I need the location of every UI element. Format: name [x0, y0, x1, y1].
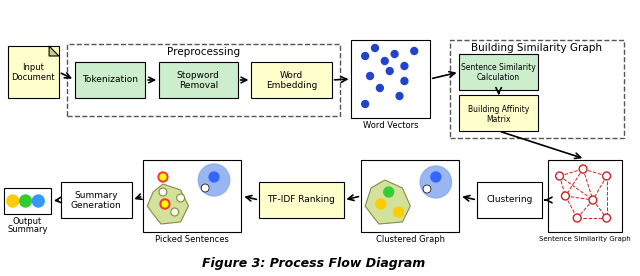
Circle shape	[160, 199, 170, 209]
Text: Document: Document	[12, 73, 55, 83]
Bar	[460, 54, 538, 90]
Circle shape	[7, 195, 19, 207]
Circle shape	[573, 214, 581, 222]
Text: Figure 3: Process Flow Diagram: Figure 3: Process Flow Diagram	[202, 257, 426, 270]
Circle shape	[603, 172, 611, 180]
Polygon shape	[147, 184, 188, 224]
Circle shape	[362, 100, 369, 107]
Text: TF-IDF Ranking: TF-IDF Ranking	[268, 195, 335, 205]
Circle shape	[20, 195, 31, 207]
Bar	[67, 44, 340, 116]
Circle shape	[381, 57, 388, 65]
Text: Building Similarity Graph: Building Similarity Graph	[472, 43, 602, 53]
Circle shape	[420, 166, 452, 198]
Circle shape	[376, 199, 386, 209]
Text: Clustered Graph: Clustered Graph	[376, 235, 445, 245]
Circle shape	[159, 188, 167, 196]
Circle shape	[160, 174, 166, 180]
Circle shape	[362, 52, 369, 60]
Circle shape	[579, 165, 587, 173]
Circle shape	[401, 78, 408, 84]
Text: Clustering: Clustering	[486, 195, 532, 205]
Circle shape	[33, 195, 44, 207]
Polygon shape	[49, 46, 59, 56]
Circle shape	[158, 172, 168, 182]
Circle shape	[367, 73, 374, 79]
Bar	[449, 40, 624, 138]
Circle shape	[209, 172, 219, 182]
Bar	[61, 182, 132, 218]
Circle shape	[372, 44, 378, 52]
Circle shape	[376, 84, 383, 92]
Circle shape	[396, 92, 403, 100]
Circle shape	[411, 47, 418, 54]
Circle shape	[391, 51, 398, 57]
Text: Generation: Generation	[71, 201, 122, 211]
Circle shape	[162, 201, 168, 207]
Text: Output: Output	[13, 216, 42, 225]
Bar	[75, 62, 145, 98]
Text: Embedding: Embedding	[266, 81, 317, 91]
Bar	[159, 62, 237, 98]
Circle shape	[401, 62, 408, 70]
Text: Calculation: Calculation	[477, 73, 520, 83]
Text: Picked Sentences: Picked Sentences	[156, 235, 229, 245]
Text: Word: Word	[280, 71, 303, 81]
Circle shape	[556, 172, 563, 180]
Text: Building Affinity: Building Affinity	[468, 105, 529, 113]
Bar	[361, 160, 460, 232]
Bar	[351, 40, 430, 118]
Bar	[143, 160, 241, 232]
Circle shape	[177, 194, 184, 202]
Circle shape	[387, 68, 393, 75]
Bar	[477, 182, 542, 218]
Circle shape	[561, 192, 570, 200]
Text: Input: Input	[22, 63, 44, 73]
Bar	[4, 188, 51, 214]
Circle shape	[423, 185, 431, 193]
Bar	[8, 46, 59, 98]
Polygon shape	[365, 180, 410, 224]
Bar	[460, 95, 538, 131]
Text: Tokenization: Tokenization	[82, 76, 138, 84]
Text: Summary: Summary	[7, 224, 48, 233]
Text: Removal: Removal	[179, 81, 218, 91]
Text: Stopword: Stopword	[177, 71, 220, 81]
Circle shape	[431, 172, 441, 182]
Circle shape	[384, 187, 394, 197]
Text: Sentence Similarity Graph: Sentence Similarity Graph	[539, 236, 631, 242]
Circle shape	[171, 208, 179, 216]
Circle shape	[394, 207, 403, 217]
Circle shape	[603, 214, 611, 222]
Text: Word Vectors: Word Vectors	[363, 121, 419, 131]
Bar	[548, 160, 622, 232]
Text: Preprocessing: Preprocessing	[166, 47, 240, 57]
Text: Sentence Similarity: Sentence Similarity	[461, 63, 536, 73]
Bar	[259, 182, 344, 218]
Circle shape	[589, 196, 597, 204]
Circle shape	[201, 184, 209, 192]
Text: Matrix: Matrix	[486, 115, 511, 123]
Circle shape	[198, 164, 230, 196]
Bar	[252, 62, 332, 98]
Text: Summary: Summary	[74, 192, 118, 200]
